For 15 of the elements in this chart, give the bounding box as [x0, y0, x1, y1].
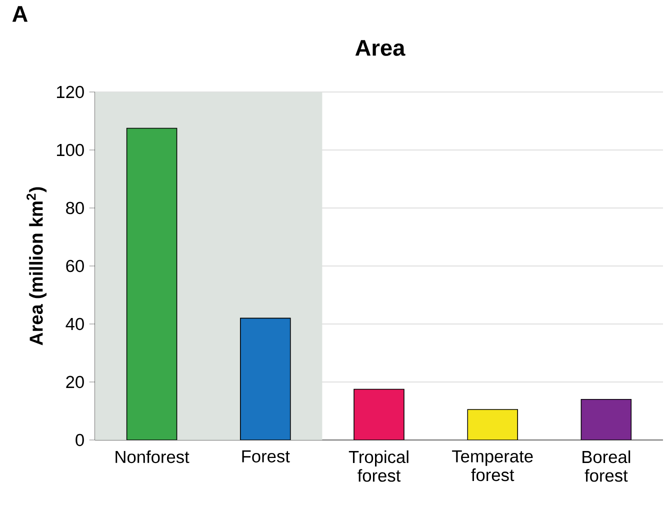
chart-title: Area: [355, 40, 406, 56]
x-tick-label: Boreal forest: [582, 450, 630, 482]
x-tick-label: Temperate forest: [452, 450, 533, 482]
y-tick-label: 40: [66, 318, 84, 330]
y-tick-label: 20: [66, 376, 84, 388]
y-axis-title: Area (million km$^{2}$): [26, 187, 47, 346]
y-tick-label: 0: [76, 434, 84, 446]
x-tick-label: Tropical forest: [348, 450, 408, 482]
x-tick-label: Forest: [242, 450, 290, 462]
y-tick-label: 60: [66, 260, 84, 272]
y-tick-label: 80: [66, 202, 84, 214]
x-tick-label: Nonforest: [116, 450, 190, 464]
y-tick-label: 120: [57, 86, 84, 98]
y-tick-label: 100: [57, 144, 84, 156]
text: A: [12, 6, 28, 22]
